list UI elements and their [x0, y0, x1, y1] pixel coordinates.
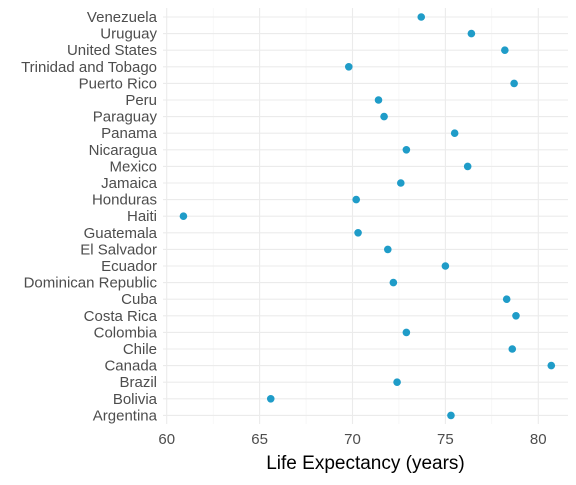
- category-label: Venezuela: [87, 9, 158, 26]
- data-point: [508, 345, 517, 353]
- category-label: Dominican Republic: [24, 275, 158, 292]
- data-point: [402, 146, 411, 154]
- category-label: Ecuador: [101, 258, 157, 275]
- category-label: Puerto Rico: [79, 75, 157, 92]
- data-point: [510, 79, 518, 88]
- category-label: Paraguay: [93, 109, 158, 126]
- category-label: Uruguay: [100, 26, 157, 43]
- data-point: [467, 29, 476, 38]
- category-label: Nicaragua: [89, 142, 158, 159]
- data-point: [441, 262, 450, 270]
- x-tick-labels: 60 65 70 75 80: [158, 431, 546, 448]
- data-point: [402, 328, 411, 337]
- category-label: Argentina: [93, 407, 158, 424]
- data-point: [450, 129, 459, 137]
- x-axis-title: Life Expectancy (years): [266, 453, 465, 474]
- x-tick-label: 65: [251, 431, 268, 448]
- data-point: [344, 63, 353, 71]
- data-point: [179, 212, 188, 220]
- data-point: [396, 179, 405, 187]
- x-tick-label: 75: [437, 431, 454, 448]
- data-point: [374, 96, 383, 104]
- category-label: Haiti: [127, 208, 157, 225]
- category-label: Panama: [101, 125, 158, 142]
- category-label: Trinidad and Tobago: [21, 59, 157, 76]
- category-label: Bolivia: [113, 391, 158, 408]
- category-label: Peru: [125, 92, 157, 109]
- data-point: [354, 229, 362, 237]
- data-point: [383, 245, 392, 254]
- data-point: [501, 46, 509, 54]
- data-points: [179, 13, 556, 420]
- x-tick-label: 80: [530, 431, 547, 448]
- x-tick-label: 60: [158, 431, 175, 448]
- data-point: [463, 162, 472, 171]
- category-label: Canada: [104, 358, 157, 375]
- category-label: Chile: [123, 341, 157, 358]
- data-point: [266, 395, 275, 403]
- data-point: [393, 378, 401, 387]
- category-label: Brazil: [119, 374, 157, 391]
- data-point: [389, 278, 398, 287]
- data-point: [352, 195, 361, 204]
- data-point: [417, 13, 426, 21]
- data-point: [512, 312, 520, 320]
- category-label: United States: [67, 42, 157, 59]
- data-point: [380, 112, 388, 121]
- category-label: Costa Rica: [84, 308, 158, 325]
- category-label: Colombia: [94, 324, 158, 341]
- data-point: [447, 411, 455, 420]
- category-label: Guatemala: [84, 225, 158, 242]
- data-point: [502, 295, 511, 304]
- category-label: El Salvador: [80, 241, 157, 258]
- x-tick-label: 70: [344, 431, 361, 448]
- category-label: Honduras: [92, 192, 157, 209]
- grid-layer: [163, 8, 568, 424]
- category-label: Jamaica: [101, 175, 158, 192]
- category-label: Mexico: [109, 158, 157, 175]
- data-point: [547, 361, 556, 370]
- category-label: Cuba: [121, 291, 158, 308]
